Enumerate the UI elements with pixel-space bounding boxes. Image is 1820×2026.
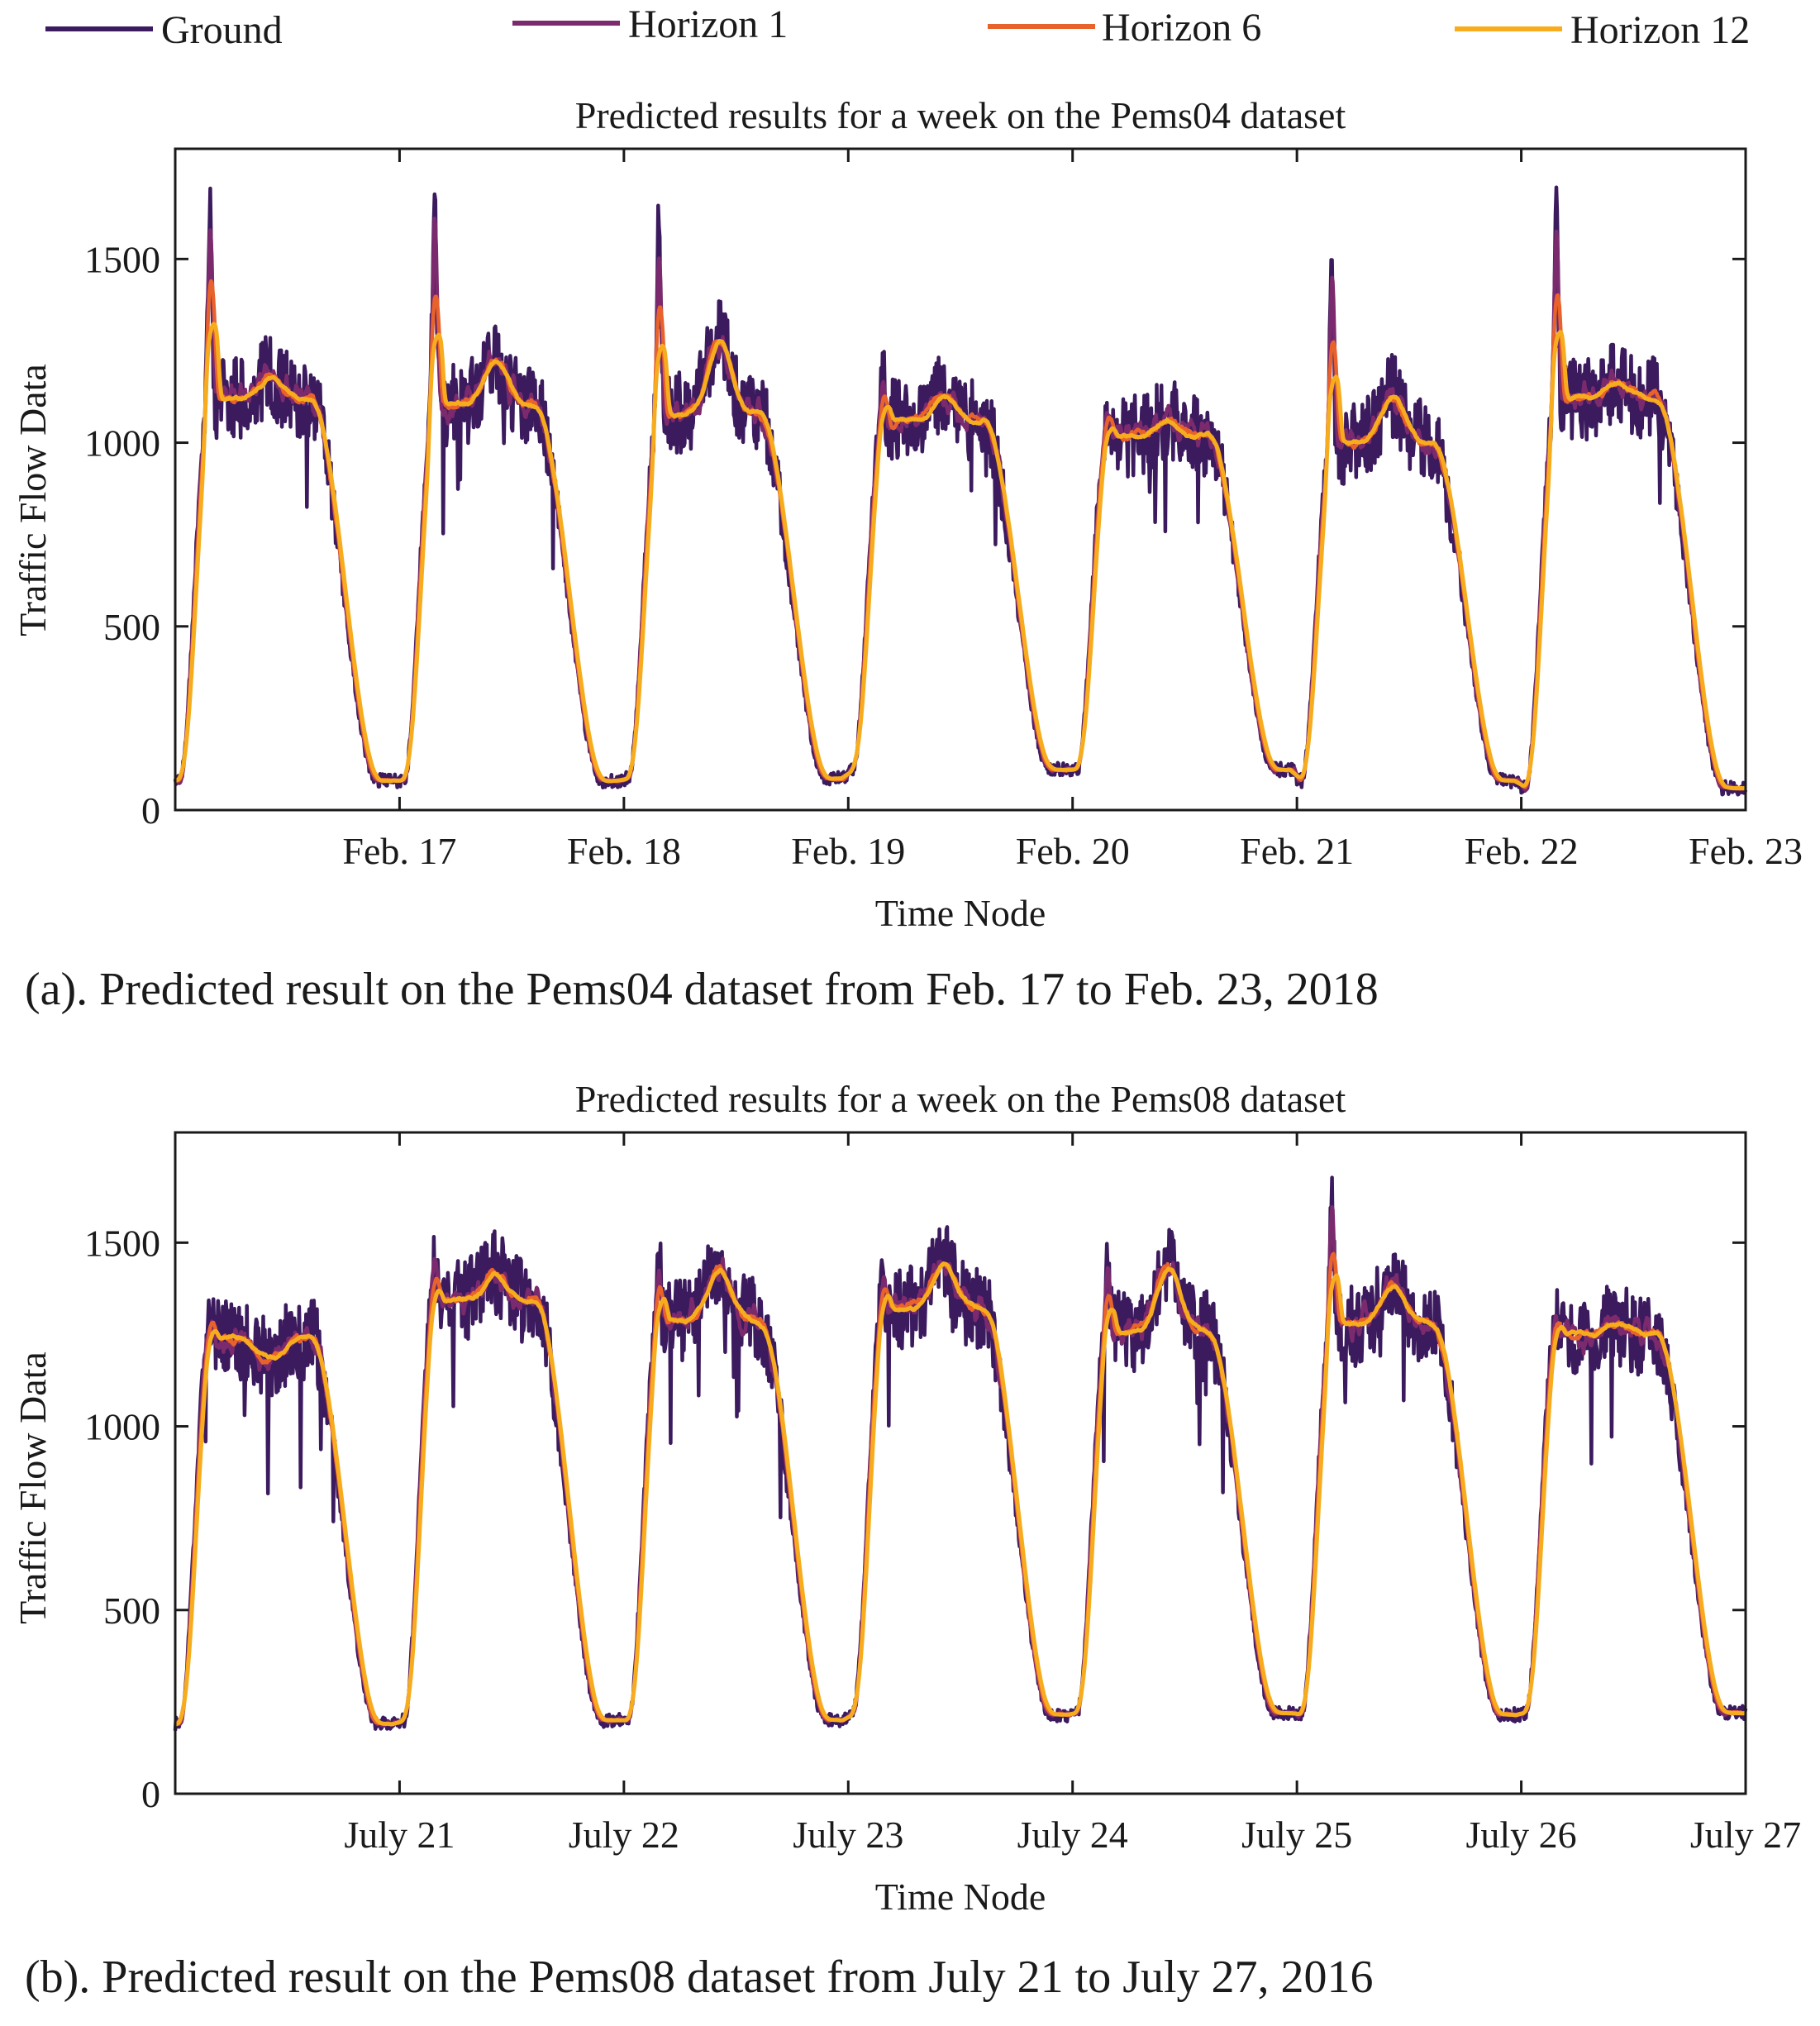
x-axis-label: Time Node — [875, 892, 1046, 934]
axis-layer: 0 500 1000 1500 July 21 July 22 July 23 July 24… — [84, 1131, 1801, 1856]
series-line-horizon-12 — [174, 322, 1747, 791]
series-layer — [173, 1175, 1748, 1731]
legend-label-horizon-6: Horizon 6 — [1102, 6, 1261, 50]
legend-label-ground: Ground — [161, 8, 283, 52]
caption-b: (b). Predicted result on the Pems08 data… — [25, 1952, 1374, 2003]
legend-item-horizon-12: Horizon 12 — [1455, 8, 1750, 52]
x-tick-label: July 21 — [344, 1814, 455, 1856]
y-tick-label: 0 — [141, 1773, 160, 1815]
x-tick-label: Feb. 21 — [1240, 830, 1354, 872]
y-tick-label: 1500 — [84, 238, 160, 280]
legend-label-horizon-12: Horizon 12 — [1570, 8, 1750, 52]
y-tick-label: 500 — [103, 1590, 160, 1632]
caption-a: (a). Predicted result on the Pems04 data… — [25, 964, 1379, 1015]
y-tick-label: 1000 — [84, 1406, 160, 1448]
chart-title: Predicted results for a week on the Pems… — [575, 94, 1346, 136]
y-axis-label: Traffic Flow Data — [12, 1351, 54, 1624]
x-tick-label: July 24 — [1017, 1814, 1128, 1856]
y-tick-label: 1000 — [84, 422, 160, 465]
y-tick-label: 1500 — [84, 1222, 160, 1264]
legend-item-horizon-6: Horizon 6 — [988, 6, 1261, 50]
y-tick-label: 500 — [103, 606, 160, 648]
legend-item-horizon-1: Horizon 1 — [512, 2, 788, 46]
x-tick-label: July 23 — [793, 1814, 903, 1856]
series-layer — [173, 185, 1748, 797]
chart-title: Predicted results for a week on the Pems… — [575, 1078, 1346, 1120]
legend-item-ground: Ground — [45, 8, 283, 52]
x-tick-label: July 25 — [1241, 1814, 1352, 1856]
x-tick-label: Feb. 23 — [1689, 830, 1803, 872]
series-line-horizon-12 — [174, 1261, 1747, 1727]
y-tick-label: 0 — [141, 789, 160, 832]
chart-pems04: Predicted results for a week on the Pems… — [12, 94, 1803, 934]
y-axis-label: Traffic Flow Data — [12, 364, 54, 636]
series-line-ground — [173, 185, 1748, 797]
plot-frame — [174, 147, 1747, 812]
chart-pems08: Predicted results for a week on the Pems… — [12, 1078, 1801, 1918]
series-line-horizon-1 — [174, 1204, 1747, 1728]
plot-frame — [174, 1131, 1747, 1795]
series-line-horizon-1 — [174, 216, 1747, 793]
x-tick-label: Feb. 17 — [342, 830, 456, 872]
legend: Ground Horizon 1 Horizon 6 Horizon 12 — [45, 2, 1750, 52]
x-tick-label: July 27 — [1690, 1814, 1801, 1856]
x-tick-label: Feb. 19 — [791, 830, 905, 872]
x-tick-label: Feb. 22 — [1465, 830, 1579, 872]
x-tick-label: July 26 — [1465, 1814, 1576, 1856]
x-tick-label: July 22 — [569, 1814, 679, 1856]
x-tick-label: Feb. 18 — [567, 830, 681, 872]
axis-layer: 0 500 1000 1500 Feb. 17 Feb. 18 Feb. 19 Feb. 20… — [84, 147, 1803, 872]
x-tick-label: Feb. 20 — [1016, 830, 1130, 872]
x-axis-label: Time Node — [875, 1876, 1046, 1918]
legend-label-horizon-1: Horizon 1 — [628, 2, 788, 46]
